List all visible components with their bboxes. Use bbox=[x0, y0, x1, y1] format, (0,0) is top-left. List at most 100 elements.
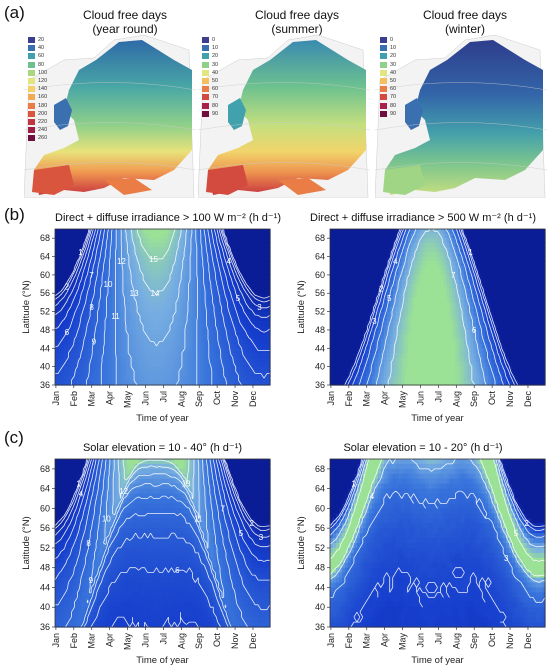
heatmap-cell bbox=[413, 238, 418, 244]
legend-item: 80 bbox=[28, 61, 47, 69]
heatmap-cell bbox=[96, 251, 101, 258]
heatmap-cell bbox=[440, 357, 445, 363]
heatmap-cell bbox=[467, 307, 471, 313]
heatmap-cell bbox=[503, 233, 507, 239]
heatmap-cell bbox=[165, 265, 170, 271]
heatmap-cell bbox=[69, 311, 74, 317]
heatmap-cell bbox=[168, 311, 173, 317]
heatmap-cell bbox=[344, 339, 349, 345]
heatmap-cell bbox=[368, 334, 373, 340]
heatmap-cell bbox=[359, 229, 364, 235]
heatmap-cell bbox=[542, 316, 546, 322]
heatmap-cell bbox=[407, 375, 412, 382]
heatmap-cell bbox=[338, 357, 343, 363]
heatmap-cell bbox=[264, 242, 268, 248]
heatmap-cell bbox=[425, 302, 430, 308]
heatmap-cell bbox=[105, 380, 110, 386]
heatmap-cell bbox=[464, 279, 468, 285]
heatmap-cell bbox=[485, 251, 489, 258]
heatmap-cell bbox=[99, 274, 104, 281]
heatmap-cell bbox=[527, 307, 531, 313]
heatmap-cell bbox=[102, 343, 107, 349]
heatmap-cell bbox=[228, 247, 232, 253]
heatmap-cell bbox=[213, 371, 217, 377]
heatmap-cell bbox=[213, 293, 217, 299]
heatmap-cell bbox=[380, 293, 385, 299]
heatmap-cell bbox=[431, 362, 436, 368]
heatmap-cell bbox=[530, 307, 534, 313]
heatmap-cell bbox=[347, 357, 352, 363]
heatmap-cell bbox=[129, 270, 134, 276]
heatmap-cell bbox=[57, 325, 62, 331]
heatmap-cell bbox=[533, 352, 537, 359]
heatmap-cell bbox=[75, 329, 80, 336]
heatmap-cell bbox=[123, 375, 128, 382]
heatmap-cell bbox=[246, 261, 250, 267]
heatmap-cell bbox=[395, 316, 400, 322]
heatmap-cell bbox=[111, 366, 116, 372]
heatmap-cell bbox=[132, 261, 137, 267]
heatmap-cell bbox=[410, 270, 415, 276]
heatmap-cell bbox=[87, 279, 92, 285]
heatmap-cell bbox=[401, 329, 406, 336]
heatmap-cell bbox=[383, 229, 388, 235]
heatmap-cell bbox=[470, 329, 474, 336]
heatmap-cell bbox=[377, 256, 382, 262]
heatmap-cell bbox=[66, 229, 71, 235]
heatmap-cell bbox=[330, 316, 334, 322]
heatmap-cell bbox=[347, 348, 352, 354]
heatmap-cell bbox=[222, 362, 226, 368]
heatmap-cell bbox=[509, 251, 513, 258]
heatmap-cell bbox=[488, 357, 492, 363]
heatmap-cell bbox=[341, 325, 346, 331]
legend-swatch bbox=[202, 86, 209, 93]
heatmap-cell bbox=[219, 325, 223, 331]
heatmap-cell bbox=[105, 270, 110, 276]
heatmap-cell bbox=[404, 293, 409, 299]
heatmap-cell bbox=[87, 325, 92, 331]
heatmap-cell bbox=[416, 242, 421, 248]
heatmap-cell bbox=[515, 274, 519, 281]
heatmap-cell bbox=[497, 366, 501, 372]
heatmap-cell bbox=[383, 329, 388, 336]
heatmap-cell bbox=[216, 366, 220, 372]
heatmap-cell bbox=[180, 325, 185, 331]
heatmap-cell bbox=[428, 297, 433, 304]
heatmap-cell bbox=[440, 297, 445, 304]
heatmap-cell bbox=[458, 251, 462, 258]
heatmap-cell bbox=[78, 334, 83, 340]
heatmap-cell bbox=[536, 229, 540, 235]
heatmap-cell bbox=[72, 261, 77, 267]
heatmap-cell bbox=[96, 265, 101, 271]
heatmap-cell bbox=[150, 325, 155, 331]
heatmap-cell bbox=[219, 288, 223, 294]
heatmap-cell bbox=[347, 311, 352, 317]
heatmap-cell bbox=[258, 265, 262, 271]
heatmap-cell bbox=[509, 371, 513, 377]
heatmap-cell bbox=[120, 284, 125, 290]
heatmap-cell bbox=[425, 329, 430, 336]
heatmap-cell bbox=[353, 297, 358, 304]
heatmap-cell bbox=[183, 302, 187, 308]
heatmap-cell bbox=[404, 261, 409, 267]
heatmap-cell bbox=[506, 371, 510, 377]
heatmap-cell bbox=[452, 261, 457, 267]
heatmap-cell bbox=[533, 288, 537, 294]
heatmap-cell bbox=[231, 233, 235, 239]
heatmap-cell bbox=[135, 339, 140, 345]
heatmap-cell bbox=[72, 366, 77, 372]
heatmap-cell bbox=[114, 251, 119, 258]
heatmap-cell bbox=[186, 311, 190, 317]
heatmap-cell bbox=[159, 320, 164, 326]
heatmap-cell bbox=[527, 320, 531, 326]
heatmap-cell bbox=[105, 348, 110, 354]
heatmap-cell bbox=[201, 238, 205, 244]
heatmap-cell bbox=[389, 293, 394, 299]
heatmap-cell bbox=[126, 256, 131, 262]
heatmap-cell bbox=[479, 251, 483, 258]
heatmap-cell bbox=[192, 362, 196, 368]
x-tick-label: Jun bbox=[140, 391, 150, 406]
heatmap-cell bbox=[222, 307, 226, 313]
heatmap-cell bbox=[452, 348, 457, 354]
heatmap-cell bbox=[171, 238, 176, 244]
